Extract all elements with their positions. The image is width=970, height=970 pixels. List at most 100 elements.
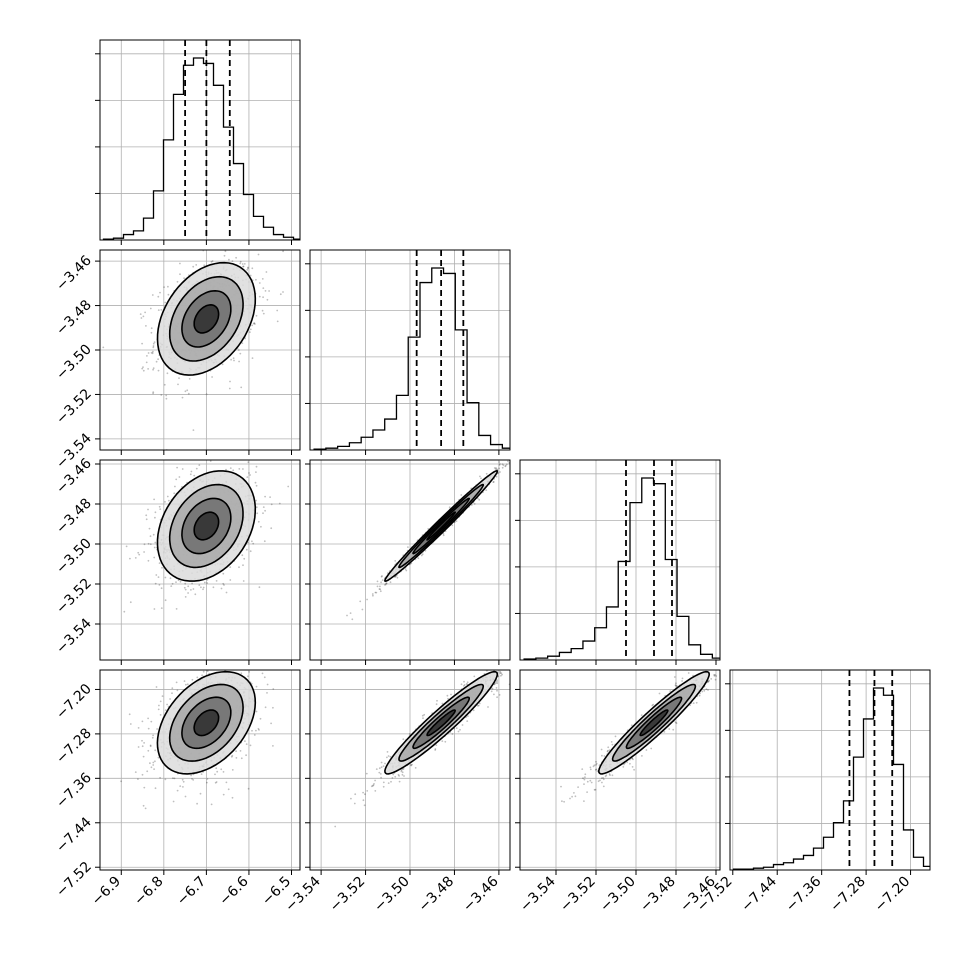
sample-point <box>179 262 181 265</box>
sample-point <box>495 475 498 478</box>
sample-point <box>517 449 519 451</box>
sample-point <box>501 466 504 469</box>
sample-point <box>513 454 515 456</box>
sample-point <box>622 766 625 768</box>
sample-point <box>157 369 160 372</box>
sample-point <box>435 703 438 706</box>
sample-point <box>279 293 282 296</box>
sample-point <box>233 664 235 666</box>
sample-point <box>629 762 631 765</box>
sample-point <box>499 670 502 673</box>
sample-point <box>149 744 152 747</box>
sample-point <box>159 508 162 510</box>
tick-label-y: −7.36 <box>53 770 95 812</box>
sample-point <box>251 357 254 359</box>
sample-point <box>252 542 255 545</box>
sample-point <box>192 588 195 590</box>
sample-point <box>157 295 160 298</box>
sample-point <box>261 241 263 243</box>
sample-point <box>266 298 269 301</box>
sample-point <box>211 376 214 378</box>
tick-label-y: −7.44 <box>53 814 95 856</box>
sample-point <box>181 468 184 470</box>
sample-point <box>153 498 156 501</box>
sample-point <box>492 481 495 483</box>
sample-point <box>140 317 143 319</box>
sample-point <box>455 520 458 522</box>
sample-point <box>496 680 498 683</box>
sample-point <box>181 778 184 781</box>
sample-point <box>245 548 248 551</box>
sample-point <box>374 779 376 782</box>
sample-point <box>496 468 498 471</box>
sample-point <box>379 585 381 588</box>
sample-point <box>272 706 274 709</box>
sample-point <box>249 328 252 331</box>
sample-point <box>164 576 167 579</box>
tick-label-y: −3.46 <box>53 253 95 295</box>
sample-point <box>594 788 597 791</box>
sample-point <box>120 780 122 783</box>
panel-3-0: −7.52−7.44−7.36−7.28−7.20−6.9 −6.8 −6.7 −6.… <box>53 662 301 909</box>
tick-label-x: −6.9 <box>89 874 124 909</box>
sample-point <box>210 260 213 263</box>
sample-point <box>242 265 245 268</box>
sample-point <box>244 337 247 340</box>
sample-point <box>214 781 217 784</box>
sample-point <box>152 761 155 764</box>
sample-point <box>209 460 212 462</box>
sample-point <box>389 755 392 758</box>
sample-point <box>201 674 204 677</box>
sample-point <box>243 668 245 670</box>
contour-line <box>156 670 257 775</box>
sample-point <box>154 516 156 519</box>
sample-point <box>410 764 413 767</box>
sample-point <box>243 263 246 265</box>
sample-point <box>461 724 464 726</box>
sample-point <box>208 445 210 447</box>
sample-point <box>480 477 482 480</box>
histogram-line <box>313 267 510 450</box>
sample-point <box>231 754 234 757</box>
sample-point <box>496 679 498 682</box>
sample-point <box>184 588 187 591</box>
sample-point <box>237 349 240 351</box>
sample-point <box>225 468 227 471</box>
sample-point <box>158 562 161 564</box>
panel-1-0: −3.54−3.52−3.50−3.48−3.46 <box>53 241 301 472</box>
sample-point <box>435 744 438 746</box>
sample-point <box>380 761 383 764</box>
sample-point <box>164 501 166 503</box>
tick-label-x: −3.46 <box>460 873 502 915</box>
sample-point <box>465 683 468 685</box>
sample-point <box>460 494 463 496</box>
sample-point <box>384 584 386 586</box>
sample-point <box>171 692 173 695</box>
sample-point <box>152 342 155 345</box>
panel-frame <box>309 669 511 871</box>
sample-point <box>155 686 158 688</box>
tick-label-y: −7.20 <box>53 681 95 723</box>
sample-point <box>202 588 204 591</box>
sample-point <box>444 740 447 743</box>
sample-point <box>375 591 378 594</box>
sample-point <box>198 584 201 586</box>
sample-point <box>160 394 163 396</box>
panel-2-1 <box>305 449 519 665</box>
sample-point <box>389 581 392 584</box>
sample-point <box>241 263 244 265</box>
sample-point <box>234 662 236 664</box>
sample-point <box>417 557 420 560</box>
sample-point <box>129 723 132 725</box>
sample-point <box>166 495 169 498</box>
sample-point <box>186 389 189 392</box>
sample-point <box>508 662 510 664</box>
sample-point <box>198 464 201 466</box>
sample-point <box>262 287 265 289</box>
sample-point <box>509 455 511 457</box>
sample-point <box>196 676 199 679</box>
sample-point <box>157 309 160 311</box>
contour-group <box>156 470 257 582</box>
sample-point <box>179 580 182 583</box>
sample-point <box>673 676 676 678</box>
